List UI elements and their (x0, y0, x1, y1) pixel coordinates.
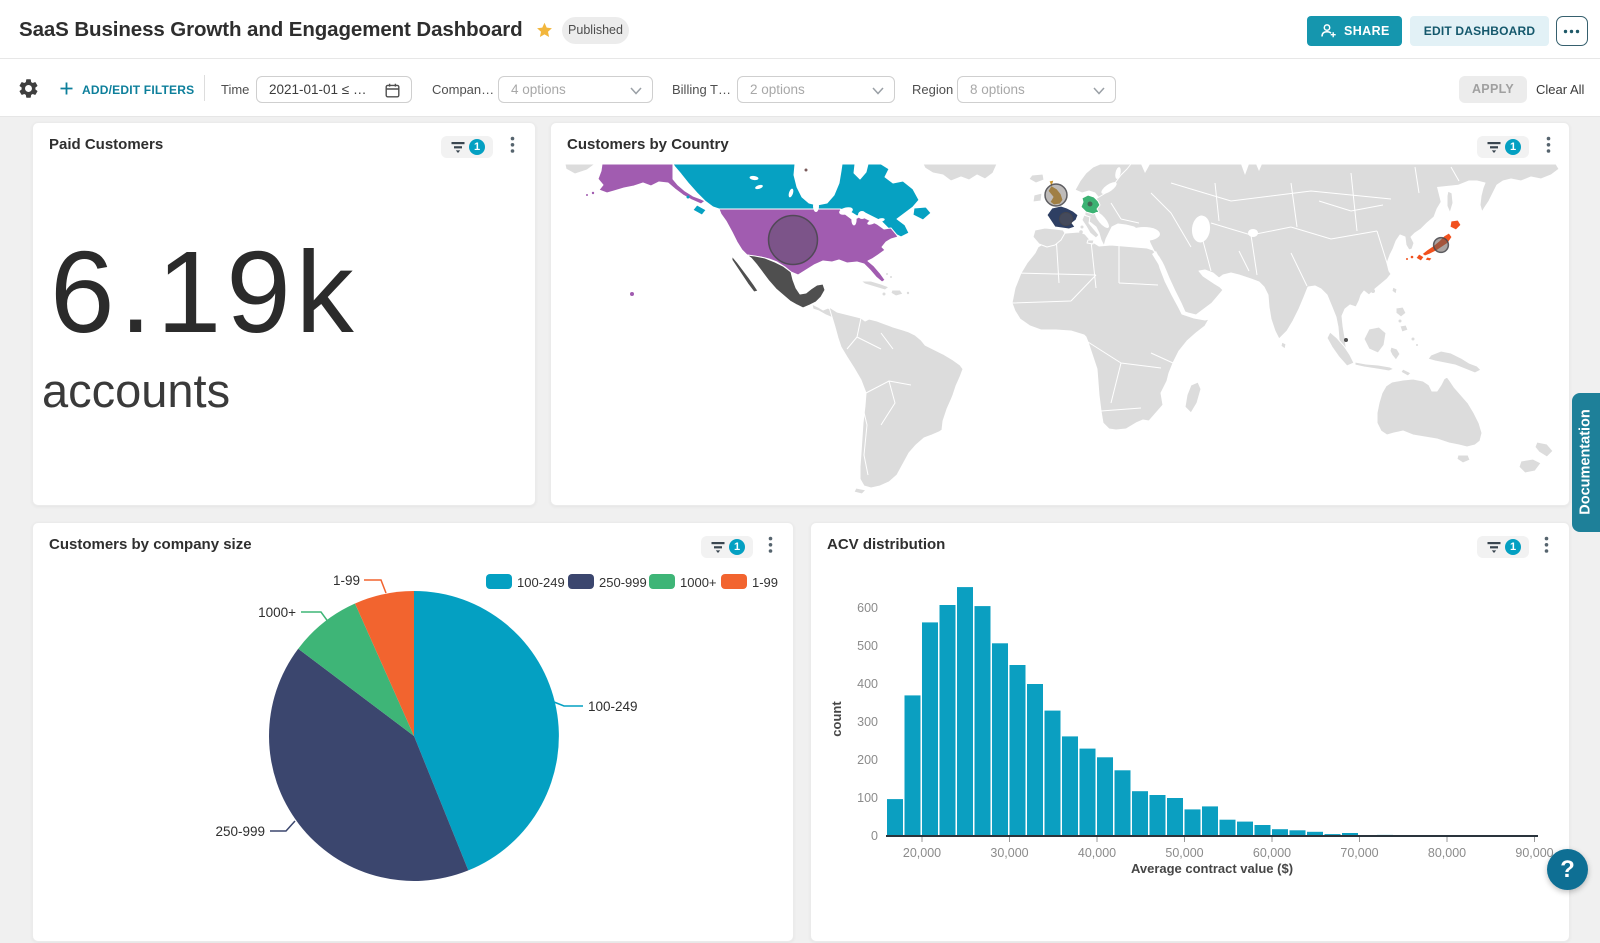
svg-text:70,000: 70,000 (1340, 846, 1378, 860)
svg-text:60,000: 60,000 (1253, 846, 1291, 860)
svg-text:250-999: 250-999 (599, 575, 647, 590)
svg-text:90,000: 90,000 (1515, 846, 1553, 860)
svg-text:600: 600 (857, 601, 878, 615)
svg-text:100: 100 (857, 791, 878, 805)
svg-text:Average contract value ($): Average contract value ($) (1131, 861, 1293, 876)
svg-text:count: count (829, 701, 844, 737)
svg-text:400: 400 (857, 677, 878, 691)
svg-text:1000+: 1000+ (680, 575, 717, 590)
svg-text:20,000: 20,000 (903, 846, 941, 860)
svg-text:0: 0 (871, 829, 878, 843)
svg-text:1-99: 1-99 (333, 573, 360, 588)
svg-text:1000+: 1000+ (258, 605, 296, 620)
svg-text:300: 300 (857, 715, 878, 729)
svg-text:250-999: 250-999 (215, 824, 265, 839)
svg-text:80,000: 80,000 (1428, 846, 1466, 860)
svg-text:30,000: 30,000 (990, 846, 1028, 860)
svg-text:50,000: 50,000 (1165, 846, 1203, 860)
svg-text:40,000: 40,000 (1078, 846, 1116, 860)
svg-text:100-249: 100-249 (588, 699, 638, 714)
svg-text:500: 500 (857, 639, 878, 653)
svg-text:200: 200 (857, 753, 878, 767)
svg-text:1-99: 1-99 (752, 575, 778, 590)
svg-text:100-249: 100-249 (517, 575, 565, 590)
